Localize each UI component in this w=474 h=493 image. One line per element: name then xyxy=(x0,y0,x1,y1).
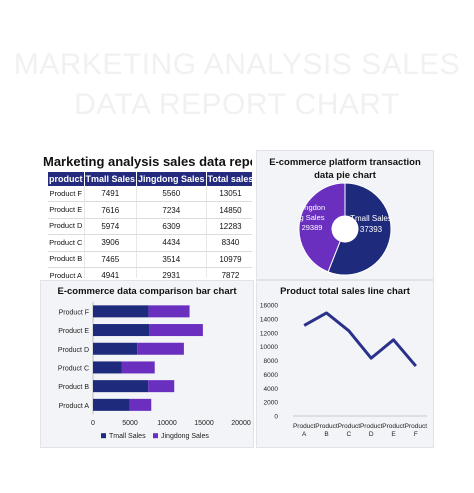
bar-chart-title: E-commerce data comparison bar chart xyxy=(57,286,237,297)
product-name-cell: Product C xyxy=(48,234,85,252)
column-header: product xyxy=(48,172,85,186)
bar-chart-panel: E-commerce data comparison bar chart Pro… xyxy=(40,280,254,448)
table-row: Product A 4941 2931 7872 xyxy=(48,267,252,278)
bar-segment xyxy=(93,342,138,355)
bar-segment xyxy=(93,398,130,411)
bar-segment xyxy=(93,305,149,318)
y-tick-label: 4000 xyxy=(264,386,279,393)
bar-chart: Product F Product E Product D Product C Prod… xyxy=(58,302,251,440)
bar-segment xyxy=(149,324,203,337)
pie-value-tmall: 37393 xyxy=(360,225,383,234)
pie-chart-title: E-commerce platform transaction data pie… xyxy=(269,157,421,181)
product-name-cell: Product E xyxy=(48,201,85,219)
y-tick-label: 6000 xyxy=(264,372,279,379)
line-chart-title: Product total sales line chart xyxy=(280,286,410,297)
bar-segment xyxy=(148,380,175,393)
legend-label: Tmall Sales xyxy=(109,433,146,440)
legend-label: Jingdong Sales xyxy=(161,433,209,440)
pie-chart: Tmall Sales 37393 Jingdon g Sales 29389 xyxy=(298,182,392,276)
y-tick-label: 16000 xyxy=(260,303,278,310)
value-cell: 7872 xyxy=(206,267,252,278)
value-cell: 2931 xyxy=(136,267,207,278)
column-header: Total sales xyxy=(206,172,252,186)
product-name-cell: Product F xyxy=(48,186,85,203)
y-tick-label: Product A xyxy=(59,403,90,410)
x-tick-label: 5000 xyxy=(122,420,138,427)
table-row: Product F 7491 5560 13051 xyxy=(48,186,252,203)
column-header: Jingdong Sales xyxy=(136,172,207,186)
bar-segment xyxy=(93,380,149,393)
x-tick-label: Product E xyxy=(382,423,405,438)
x-tick-label: Product D xyxy=(360,423,383,438)
value-cell: 5974 xyxy=(84,218,138,236)
donut-hole xyxy=(332,216,358,242)
table-row: Product C 3906 4434 8340 xyxy=(48,234,252,252)
pie-value-jingdong: 29389 xyxy=(302,223,323,232)
value-cell: 7465 xyxy=(84,251,138,268)
y-tick-label: Product B xyxy=(58,384,89,391)
column-header: Tmall Sales xyxy=(84,172,138,186)
x-tick-label: 20000 xyxy=(231,420,251,427)
x-tick-label: 15000 xyxy=(194,420,214,427)
y-tick-label: Product D xyxy=(58,347,89,354)
legend-swatch xyxy=(101,433,106,439)
value-cell: 5560 xyxy=(136,186,207,203)
y-tick-label: Product F xyxy=(59,309,89,316)
y-tick-label: 0 xyxy=(274,414,278,421)
table-row: Product E 7616 7234 14850 xyxy=(48,201,252,219)
value-cell: 12283 xyxy=(206,218,252,236)
y-tick-label: Product C xyxy=(58,365,89,372)
product-name-cell: Product B xyxy=(48,251,85,268)
value-cell: 7491 xyxy=(84,186,138,203)
line-chart-panel: Product total sales line chart 0 2000 4000… xyxy=(256,280,434,448)
y-tick-label: 2000 xyxy=(264,400,279,407)
table-title: Marketing analysis sales data report cha… xyxy=(43,154,252,169)
x-tick-label: Product F xyxy=(405,423,428,438)
bar-segment xyxy=(137,342,184,355)
value-cell: 3514 xyxy=(136,251,207,268)
value-cell: 6309 xyxy=(136,218,207,236)
x-tick-label: 10000 xyxy=(157,420,177,427)
value-cell: 4434 xyxy=(136,234,207,252)
value-cell: 13051 xyxy=(206,186,252,203)
value-cell: 3906 xyxy=(84,234,138,252)
x-tick-label: Product B xyxy=(315,423,338,438)
value-cell: 7234 xyxy=(136,201,207,219)
bar-segment xyxy=(129,398,152,411)
page-title-line-1: MARKETING ANALYSIS SALES xyxy=(13,48,461,81)
table-header-row: product Tmall Sales Jingdong Sales Total… xyxy=(48,172,252,186)
page-title-line-2: DATA REPORT CHART xyxy=(74,88,400,121)
series-line xyxy=(303,311,417,368)
line-chart: 0 2000 4000 6000 8000 10000 12000 14000 16000 Pro… xyxy=(260,303,428,439)
pie-label-jingdong: Jingdon g Sales 29389 xyxy=(299,203,325,232)
product-name-cell: Product A xyxy=(48,267,85,278)
table-row: Product B 7465 3514 10979 xyxy=(48,251,252,268)
bar-segment xyxy=(148,305,190,318)
table-row: Product D 5974 6309 12283 xyxy=(48,218,252,236)
y-tick-label: Product E xyxy=(58,328,89,335)
y-tick-label: 14000 xyxy=(260,316,278,323)
pie-label-tmall: Tmall Sales 37393 xyxy=(350,214,392,234)
data-table-panel: Marketing analysis sales data report cha… xyxy=(40,150,252,278)
sales-data-table: product Tmall Sales Jingdong Sales Total… xyxy=(48,172,252,278)
product-name-cell: Product D xyxy=(48,218,85,236)
bar-segment xyxy=(121,361,155,374)
value-cell: 10979 xyxy=(206,251,252,268)
x-tick-label: Product A xyxy=(293,423,316,438)
value-cell: 8340 xyxy=(206,234,252,252)
bar-segment xyxy=(93,361,122,374)
y-tick-label: 10000 xyxy=(260,344,278,351)
pie-chart-panel: E-commerce platform transaction data pie… xyxy=(256,150,434,280)
x-tick-label: Product C xyxy=(338,423,361,438)
y-tick-label: 8000 xyxy=(264,358,279,365)
x-tick-label: 0 xyxy=(91,420,95,427)
y-tick-label: 12000 xyxy=(260,330,278,337)
legend-swatch xyxy=(153,433,158,439)
bar-segment xyxy=(93,324,150,337)
value-cell: 7616 xyxy=(84,201,138,219)
value-cell: 14850 xyxy=(206,201,252,219)
value-cell: 4941 xyxy=(84,267,138,278)
